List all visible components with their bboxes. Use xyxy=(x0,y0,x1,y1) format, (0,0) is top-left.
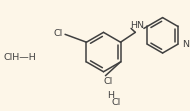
Text: HN: HN xyxy=(130,21,144,30)
Text: Cl: Cl xyxy=(104,77,113,86)
Text: H: H xyxy=(107,91,114,100)
Text: Cl: Cl xyxy=(54,29,63,38)
Text: ClH—H: ClH—H xyxy=(3,54,36,62)
Text: Cl: Cl xyxy=(112,98,121,107)
Text: N: N xyxy=(182,40,189,49)
